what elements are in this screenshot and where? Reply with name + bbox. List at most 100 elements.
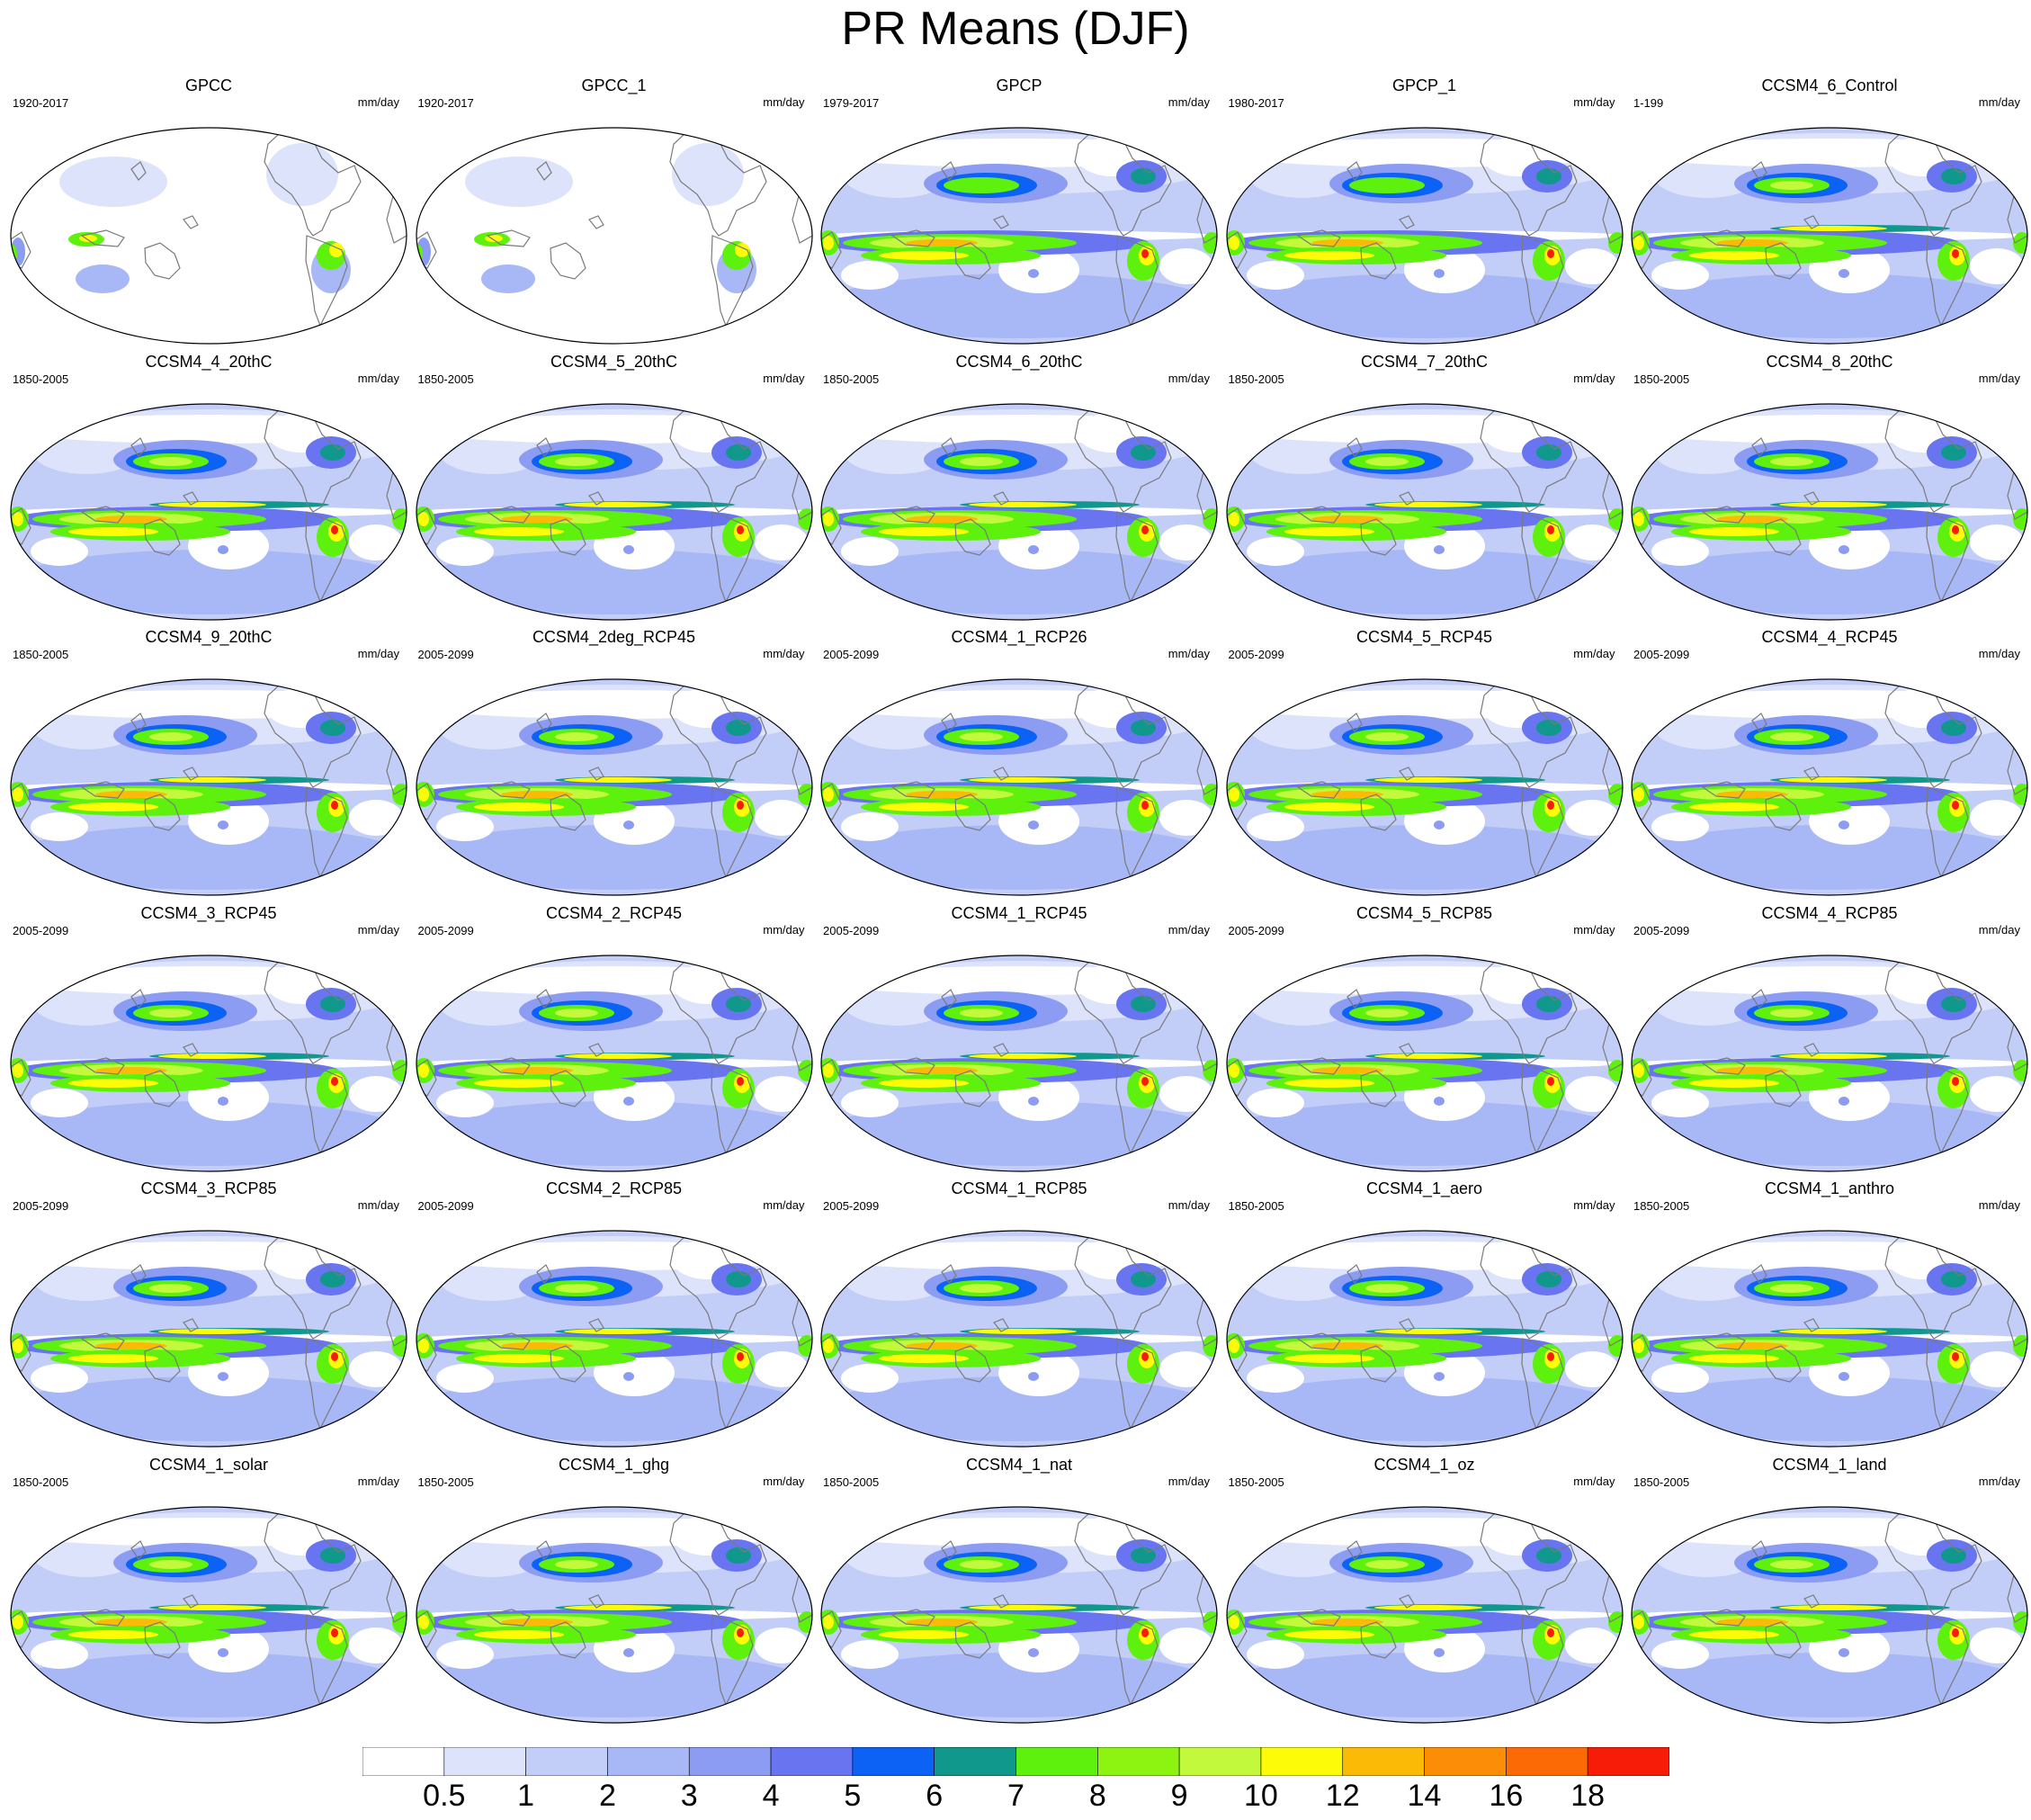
precip-field	[1839, 269, 1849, 278]
panel-title: CCSM4_2_RCP85	[545, 1179, 683, 1197]
precip-field	[823, 1062, 834, 1078]
coastline	[425, 1237, 462, 1262]
precip-field	[554, 456, 598, 466]
map-outline	[1631, 1230, 2028, 1448]
precip-field	[754, 800, 809, 836]
coastline	[668, 128, 767, 237]
precip-field	[149, 732, 192, 741]
map-panel-ccsm4-1-aero: CCSM4_1_aero 1850-2005 mm/day	[1221, 1179, 1628, 1448]
precip-field	[1779, 1053, 1887, 1059]
colorbar-tick-label: 18	[1570, 1779, 1606, 1813]
coastline	[1295, 1608, 1341, 1627]
precip-field	[1651, 536, 1709, 566]
panel-period: 1980-2017	[1228, 96, 1284, 110]
precip-field	[969, 1053, 1077, 1059]
coastline	[1479, 128, 1578, 237]
coastline	[485, 1056, 531, 1075]
coastline	[80, 229, 125, 247]
coastline	[1164, 1231, 1187, 1262]
coastline	[993, 215, 1009, 229]
precip-field	[1028, 1372, 1039, 1381]
precip-field	[1564, 1627, 1619, 1663]
coastline	[1398, 1318, 1415, 1332]
coastline	[1359, 1345, 1397, 1383]
panel-period: 2005-2099	[13, 1199, 69, 1213]
coastline	[535, 436, 552, 457]
robinson-map	[1225, 127, 1624, 345]
map-panel-ccsm4-9-20thc: CCSM4_9_20thC 1850-2005 mm/day	[5, 627, 412, 897]
map-panel-ccsm4-6-20thc: CCSM4_6_20thC 1850-2005 mm/day	[816, 352, 1222, 622]
precip-field	[1716, 239, 1788, 247]
coastline	[130, 988, 147, 1009]
precip-field	[1284, 251, 1374, 260]
colorbar-tick-label: 14	[1407, 1779, 1442, 1813]
precip-field	[1141, 1352, 1149, 1361]
coastline	[668, 679, 767, 788]
precip-field	[1839, 1096, 1849, 1106]
precip-field	[1970, 524, 2024, 560]
precip-field	[821, 273, 1217, 338]
precip-field	[435, 812, 494, 841]
precip-field	[823, 787, 834, 802]
precip-field	[349, 1351, 403, 1387]
precip-field	[1373, 1604, 1482, 1610]
coastline	[941, 161, 957, 181]
coastline	[1974, 403, 1998, 435]
panel-title: CCSM4_7_20thC	[1360, 352, 1489, 371]
panel-units: mm/day	[357, 95, 399, 109]
map-panel-ccsm4-6-control: CCSM4_6_Control 1-199 mm/day	[1626, 76, 2031, 345]
precip-field	[671, 143, 744, 206]
panel-period: 1850-2005	[1228, 372, 1284, 386]
robinson-map	[1631, 1230, 2028, 1448]
coastline	[1398, 490, 1415, 506]
precip-field	[1779, 777, 1887, 783]
precip-field	[1689, 802, 1779, 811]
map-panel-ccsm4-1-land: CCSM4_1_land 1850-2005 mm/day	[1626, 1455, 2031, 1725]
precip-field	[1433, 1647, 1445, 1657]
precip-field	[416, 1100, 812, 1166]
coastline	[758, 955, 783, 987]
coastline	[1295, 1332, 1341, 1350]
panel-units: mm/day	[1573, 95, 1615, 109]
coastline	[1164, 403, 1187, 435]
map-panel-gpcp-1: GPCP_1 1980-2017 mm/day	[1221, 76, 1628, 345]
precip-field	[1970, 1627, 2024, 1663]
colorbar-tick-label: 12	[1325, 1779, 1360, 1813]
precip-field	[473, 1354, 564, 1363]
precip-field	[31, 1364, 88, 1393]
colorbar-swatch	[1016, 1747, 1098, 1776]
panel-title: CCSM4_4_RCP45	[1761, 628, 1898, 646]
panel-title: GPCP	[996, 76, 1042, 94]
coastline	[425, 409, 462, 435]
precip-field	[906, 239, 978, 247]
precip-field	[473, 1629, 564, 1639]
map-outline	[415, 1505, 813, 1724]
precip-field	[906, 515, 978, 523]
precip-field	[1770, 732, 1813, 741]
precip-field	[1651, 1639, 1709, 1669]
precip-field	[417, 1614, 429, 1629]
coastline	[130, 1264, 147, 1284]
coastline	[993, 1318, 1009, 1332]
panel-period: 2005-2099	[1633, 648, 1690, 661]
precip-field	[416, 965, 812, 995]
coastline	[758, 679, 783, 711]
coastline	[1803, 1318, 1820, 1332]
coastline	[1346, 988, 1363, 1009]
precip-field	[563, 777, 672, 783]
precip-field	[266, 143, 338, 206]
coastline	[1115, 1338, 1159, 1430]
coastline	[758, 1506, 783, 1538]
precip-field	[158, 777, 266, 783]
precip-field	[1028, 1096, 1039, 1106]
coastline	[1074, 128, 1172, 237]
panel-units: mm/day	[1168, 95, 1210, 109]
coastline	[144, 1069, 181, 1107]
map-outline	[10, 1230, 407, 1448]
precip-field	[1546, 1076, 1554, 1086]
coastline	[1115, 510, 1159, 603]
precip-field	[1632, 1376, 2027, 1441]
coastline	[1751, 436, 1767, 457]
coastline	[1346, 436, 1363, 457]
precip-field	[1689, 251, 1779, 260]
